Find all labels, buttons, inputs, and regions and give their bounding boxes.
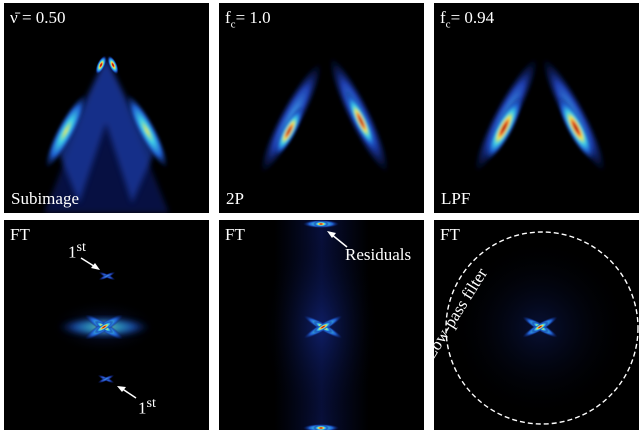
ft-subimage-plot (49, 257, 159, 399)
ft-label: FT (225, 225, 245, 244)
panel-lpf: fc= 0.94 LPF (434, 3, 639, 213)
residuals-label: Residuals (345, 245, 412, 264)
panel-ft-lpf: FT Low-pass filter (434, 220, 639, 430)
panel-ft-2p: FT Residuals (219, 220, 424, 430)
low-pass-filter-circle (445, 231, 639, 425)
panel-ft-subimage: FT 1st 1st (4, 220, 209, 430)
panel-subimage: ν̄ = 0.50 Subimage (4, 3, 209, 213)
ft-lpf-plot (445, 231, 639, 425)
2p-caption: 2P (226, 189, 244, 208)
ft-label: FT (10, 225, 30, 244)
2p-plot (260, 57, 390, 174)
fc-label: fc= 0.94 (440, 8, 495, 31)
subimage-plot (44, 55, 169, 213)
panel-2p: fc= 1.0 2P (219, 3, 424, 213)
first-order-label-top: 1st (68, 239, 86, 262)
arrow-icon (330, 233, 348, 248)
mean-nu-label: ν̄ = 0.50 (10, 8, 66, 27)
subimage-caption: Subimage (11, 189, 79, 208)
lpf-plot (474, 58, 606, 172)
first-order-label-bottom: 1st (138, 395, 156, 418)
fc-label: fc= 1.0 (225, 8, 271, 31)
lpf-caption: LPF (441, 189, 471, 208)
ft-label: FT (440, 225, 460, 244)
ft-2p-plot (261, 220, 381, 430)
